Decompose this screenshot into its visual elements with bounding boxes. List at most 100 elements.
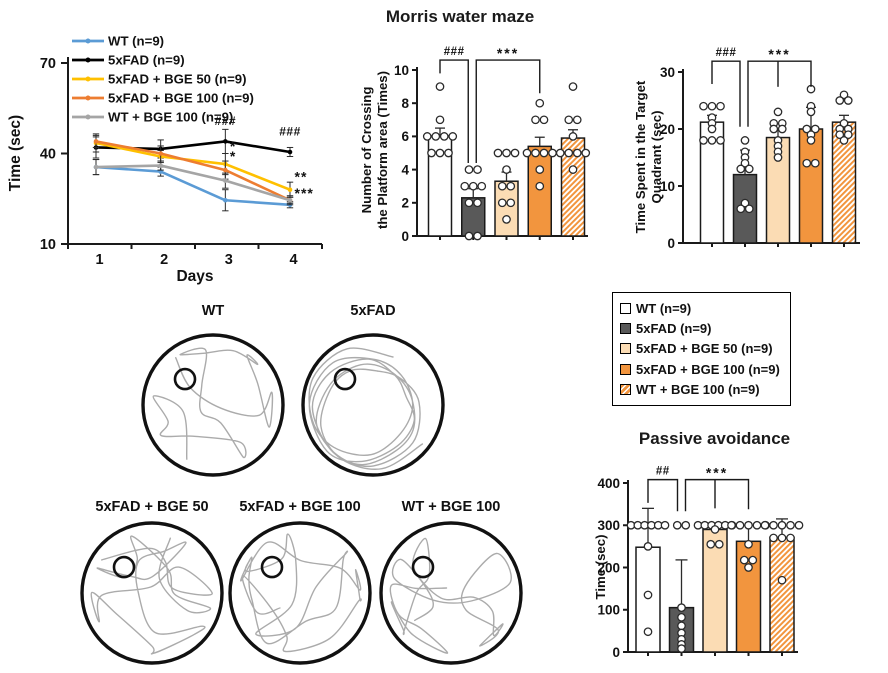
platform-marker xyxy=(260,555,284,579)
svg-text:10: 10 xyxy=(660,179,675,194)
axes: 0 10 20 30 xyxy=(660,65,860,251)
svg-text:30: 30 xyxy=(660,65,675,80)
pool-wt xyxy=(141,333,285,477)
svg-text:0: 0 xyxy=(667,236,675,251)
svg-text:Time Spent in the Target: Time Spent in the Target xyxy=(633,80,648,233)
svg-text:**: ** xyxy=(295,168,308,184)
axes: 10 40 70 1 2 3 4 Days xyxy=(40,56,323,285)
trace-label-5xfad: 5xFAD xyxy=(350,303,396,319)
svg-text:***: *** xyxy=(706,465,728,481)
svg-text:400: 400 xyxy=(597,476,620,491)
bar xyxy=(769,537,795,653)
svg-text:1: 1 xyxy=(95,252,103,268)
series-wt+bge100 xyxy=(92,159,294,204)
svg-text:10: 10 xyxy=(40,237,56,253)
target-quadrant-plot: 0 10 20 30 Time Spent in the Target Quadrant … xyxy=(633,46,860,251)
legend-item-label: 5xFAD + BGE 50 (n=9) xyxy=(636,341,773,357)
series-5xfad xyxy=(92,128,294,159)
svg-text:5xFAD + BGE 50 (n=9): 5xFAD + BGE 50 (n=9) xyxy=(108,72,247,87)
bar xyxy=(635,546,661,653)
svg-text:Time (sec): Time (sec) xyxy=(7,115,24,191)
svg-text:*: * xyxy=(230,138,236,154)
bars xyxy=(427,127,586,237)
legend-item: WT (n=9) xyxy=(620,301,783,316)
bar xyxy=(798,128,824,244)
svg-text:WT + BGE 100 (n=9): WT + BGE 100 (n=9) xyxy=(108,110,233,125)
legend-item-label: WT (n=9) xyxy=(636,300,692,316)
svg-text:###: ### xyxy=(444,46,465,58)
svg-text:3: 3 xyxy=(225,252,233,268)
svg-text:5xFAD + BGE 100 (n=9): 5xFAD + BGE 100 (n=9) xyxy=(108,91,254,106)
data-points xyxy=(422,82,591,241)
legend-swatch-icon xyxy=(620,384,631,396)
svg-text:###: ### xyxy=(215,114,237,128)
legend-swatch-icon xyxy=(620,343,631,355)
svg-text:the Platform area (Times): the Platform area (Times) xyxy=(375,71,390,229)
escape-latency-plot: 10 40 70 1 2 3 4 Days Time (sec) WT (n=9) 5xFAD (n… xyxy=(7,34,323,285)
trace-label-wt: WT xyxy=(201,303,225,319)
pool-5xfad-bge50 xyxy=(80,521,224,665)
data-points xyxy=(626,520,804,653)
svg-text:4: 4 xyxy=(289,252,297,268)
svg-text:5xFAD (n=9): 5xFAD (n=9) xyxy=(108,53,185,68)
bar xyxy=(494,180,519,237)
svg-text:0: 0 xyxy=(612,645,620,660)
axes: 0 100 200 300 400 xyxy=(597,476,798,660)
legend-swatch-icon xyxy=(620,363,631,375)
legend-box: WT (n=9) 5xFAD (n=9) 5xFAD + BGE 50 (n=9) 5… xyxy=(612,292,791,406)
line-chart-legend: WT (n=9) 5xFAD (n=9) 5xFAD + BGE 50 (n=9) 5… xyxy=(72,34,254,125)
svg-text:2: 2 xyxy=(160,252,168,268)
svg-text:Number of Crossing: Number of Crossing xyxy=(359,87,374,214)
morris-water-maze-title: Morris water maze xyxy=(385,7,535,26)
svg-text:##: ## xyxy=(656,466,670,478)
bar xyxy=(702,528,728,653)
svg-text:8: 8 xyxy=(401,96,409,111)
swim-path xyxy=(90,535,213,655)
platform-marker xyxy=(333,367,357,391)
svg-text:***: *** xyxy=(768,46,790,62)
pool-5xfad xyxy=(301,333,445,477)
svg-text:***: *** xyxy=(295,185,314,201)
swim-trace-pools xyxy=(80,333,523,665)
svg-text:0: 0 xyxy=(401,229,409,244)
svg-text:Time (sec): Time (sec) xyxy=(593,535,608,600)
svg-text:10: 10 xyxy=(394,63,409,78)
trace-label-5xfad-bge50: 5xFAD + BGE 50 xyxy=(95,499,209,515)
legend-swatch-icon xyxy=(620,302,631,314)
swim-path xyxy=(240,533,362,653)
pool-wt-bge100 xyxy=(379,521,523,665)
passive-avoidance-plot: 0 100 200 300 400 Time (sec) ## *** xyxy=(593,465,804,660)
svg-text:200: 200 xyxy=(597,560,620,575)
svg-text:Days: Days xyxy=(176,268,213,285)
svg-text:4: 4 xyxy=(401,162,409,177)
legend-item-label: 5xFAD (n=9) xyxy=(636,321,712,337)
svg-text:40: 40 xyxy=(40,146,56,162)
bar xyxy=(527,145,552,237)
data-points xyxy=(699,84,853,214)
svg-text:2: 2 xyxy=(401,196,409,211)
svg-text:***: *** xyxy=(497,45,519,61)
swim-path xyxy=(152,347,274,460)
swim-path xyxy=(308,347,424,470)
legend-item-label: WT + BGE 100 (n=9) xyxy=(636,382,760,398)
passive-avoidance-title: Passive avoidance xyxy=(638,429,791,448)
platform-crossings-plot: 0 2 4 6 8 10 Number of Crossing the Platform ar… xyxy=(359,45,591,244)
legend-item: 5xFAD + BGE 100 (n=9) xyxy=(620,362,783,377)
svg-text:###: ### xyxy=(279,124,301,138)
legend-item: 5xFAD + BGE 50 (n=9) xyxy=(620,341,783,356)
legend-swatch-icon xyxy=(620,323,631,335)
bar xyxy=(735,540,762,653)
trace-label-5xfad-bge100: 5xFAD + BGE 100 xyxy=(239,499,361,515)
svg-text:70: 70 xyxy=(40,56,56,72)
legend-item: WT + BGE 100 (n=9) xyxy=(620,382,783,397)
legend-item: 5xFAD (n=9) xyxy=(620,321,783,336)
legend-item-label: 5xFAD + BGE 100 (n=9) xyxy=(636,361,780,377)
svg-text:Quadrant (sec): Quadrant (sec) xyxy=(649,110,664,203)
svg-text:6: 6 xyxy=(401,129,409,144)
svg-text:*: * xyxy=(230,148,236,164)
svg-text:###: ### xyxy=(716,47,737,59)
swim-path xyxy=(389,537,512,654)
bars xyxy=(699,106,857,244)
platform-marker xyxy=(411,555,435,579)
